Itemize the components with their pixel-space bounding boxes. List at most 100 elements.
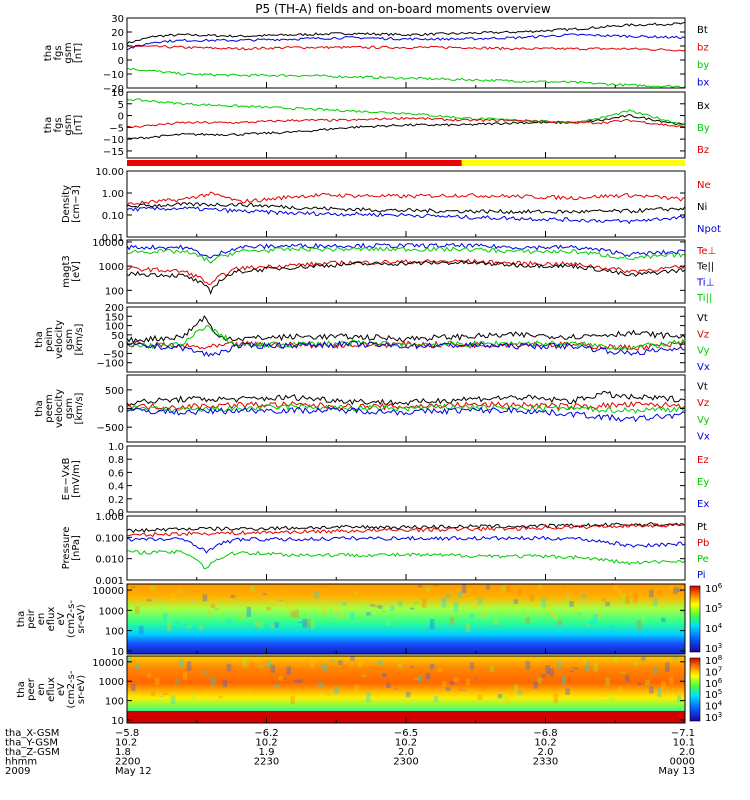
spectrogram-texture: [270, 624, 275, 628]
spectrogram-texture: [130, 586, 136, 588]
spectrogram-texture: [553, 613, 558, 620]
spectrogram-texture: [453, 677, 459, 683]
spectrogram-texture: [322, 605, 327, 616]
spectrogram-texture: [617, 588, 622, 595]
y-axis-label: E=−VxB[mV/m]: [61, 458, 82, 501]
colorbar-ion_spectrogram: [689, 585, 701, 653]
y-tick-label: 0.4: [108, 482, 124, 493]
x-annotation-value: −5.8: [115, 728, 139, 739]
spectrogram-texture: [166, 669, 172, 672]
spectrogram-texture: [242, 657, 248, 667]
spectrogram-texture: [146, 673, 152, 678]
y-axis-label: thafgsgsm[nT]: [43, 42, 84, 63]
spectrogram-texture: [645, 608, 650, 609]
legend-label-Pe: Pe: [697, 554, 709, 565]
y-tick-label: 150: [105, 312, 124, 323]
spectrogram-texture: [421, 598, 427, 608]
y-tick-label: 0: [118, 405, 124, 416]
y-tick-label: 0.2: [108, 495, 124, 506]
spectrogram-texture: [374, 604, 379, 608]
y-tick-label: 0.0: [108, 508, 124, 519]
spectrogram-texture: [473, 678, 479, 679]
spectrogram-texture: [445, 687, 451, 691]
spectrogram-texture: [681, 678, 686, 682]
legend-label-Vt: Vt: [697, 381, 708, 392]
y-tick-label: 100: [105, 627, 124, 638]
spectrogram-ion_spectrogram: [127, 584, 685, 654]
spectrogram-texture: [569, 670, 574, 673]
spectrogram-texture: [138, 625, 144, 635]
spectrogram-texture: [274, 622, 279, 628]
legend-label-Ne: Ne: [697, 180, 711, 191]
spectrogram-texture: [370, 691, 375, 694]
y-tick-label: −500: [97, 423, 124, 434]
spectrogram-texture: [417, 585, 423, 588]
series-line-bz: [126, 44, 686, 52]
spectrogram-texture: [621, 593, 626, 604]
spectrogram-texture: [541, 598, 546, 608]
spectrogram-texture: [561, 586, 566, 589]
spectrogram-texture: [342, 664, 347, 668]
legend-label-Te||: Te||: [696, 262, 714, 273]
spectrogram-texture: [621, 671, 626, 674]
spectrogram-texture: [314, 591, 319, 599]
series-line-Ne: [126, 191, 686, 207]
y-tick-label: 0.6: [108, 468, 124, 479]
spectrogram-texture: [226, 618, 232, 624]
panel-frame: [126, 17, 686, 89]
spectrogram-texture: [258, 665, 264, 668]
spectrogram-texture: [170, 593, 176, 603]
spectrogram-texture: [537, 584, 543, 588]
spectrogram-texture: [130, 683, 136, 691]
spectrogram-texture: [665, 662, 670, 673]
spectrogram-texture: [182, 672, 188, 680]
spectrogram-texture: [429, 619, 435, 630]
spectrogram-texture: [174, 679, 180, 685]
spectrogram-texture: [406, 691, 411, 698]
spectrogram-texture: [553, 693, 558, 704]
spectrogram-texture: [469, 613, 475, 619]
spectrogram-texture: [657, 590, 662, 595]
x-annotation-value: −6.5: [394, 728, 418, 739]
legend-label-Vz: Vz: [697, 329, 709, 340]
spectrogram-texture: [637, 682, 642, 686]
y-tick-label: −15: [103, 147, 124, 158]
series-line-Ni: [126, 202, 686, 215]
series-line-bx: [126, 33, 686, 51]
spectrogram-texture: [310, 660, 315, 669]
spectrogram-texture: [525, 617, 531, 625]
spectrogram-texture: [457, 592, 463, 599]
y-tick-label: 0.10: [102, 211, 124, 222]
spectrogram-texture: [162, 612, 168, 622]
spectrogram-texture: [529, 594, 535, 602]
spectrogram-texture: [657, 687, 662, 698]
mode-bar-segment: [127, 160, 462, 166]
x-annotation-value: 2.0: [538, 747, 554, 758]
y-tick-label: 1000: [99, 677, 124, 688]
x-annotation-row-label: 2009: [5, 766, 30, 777]
spectrogram-texture: [362, 674, 367, 677]
spectrogram-texture: [445, 594, 451, 599]
spectrogram-texture: [206, 610, 212, 615]
spectrogram-texture: [142, 603, 148, 607]
spectrogram-texture: [413, 602, 419, 605]
y-tick-label: 0.01: [102, 233, 124, 244]
spectrogram-texture: [162, 692, 168, 696]
legend-label-Npot: Npot: [697, 224, 721, 235]
spectrogram-texture: [398, 601, 403, 607]
y-tick-label: 1.0: [108, 442, 124, 453]
spectrogram-texture: [230, 594, 236, 599]
spectrogram-texture: [318, 682, 323, 689]
spectrogram-texture: [477, 598, 483, 605]
spectrogram-texture: [589, 619, 594, 625]
x-annotation-value: 0000: [670, 757, 695, 768]
legend-label-Vx: Vx: [697, 362, 710, 373]
spectrogram-texture: [465, 622, 471, 632]
spectrogram-texture: [501, 693, 507, 700]
x-annotation-value: 10.1: [673, 738, 695, 749]
spectrogram-texture: [146, 599, 152, 602]
spectrogram-texture: [681, 609, 686, 614]
spectrogram-texture: [489, 666, 495, 673]
x-annotation-value: −7.1: [671, 728, 695, 739]
